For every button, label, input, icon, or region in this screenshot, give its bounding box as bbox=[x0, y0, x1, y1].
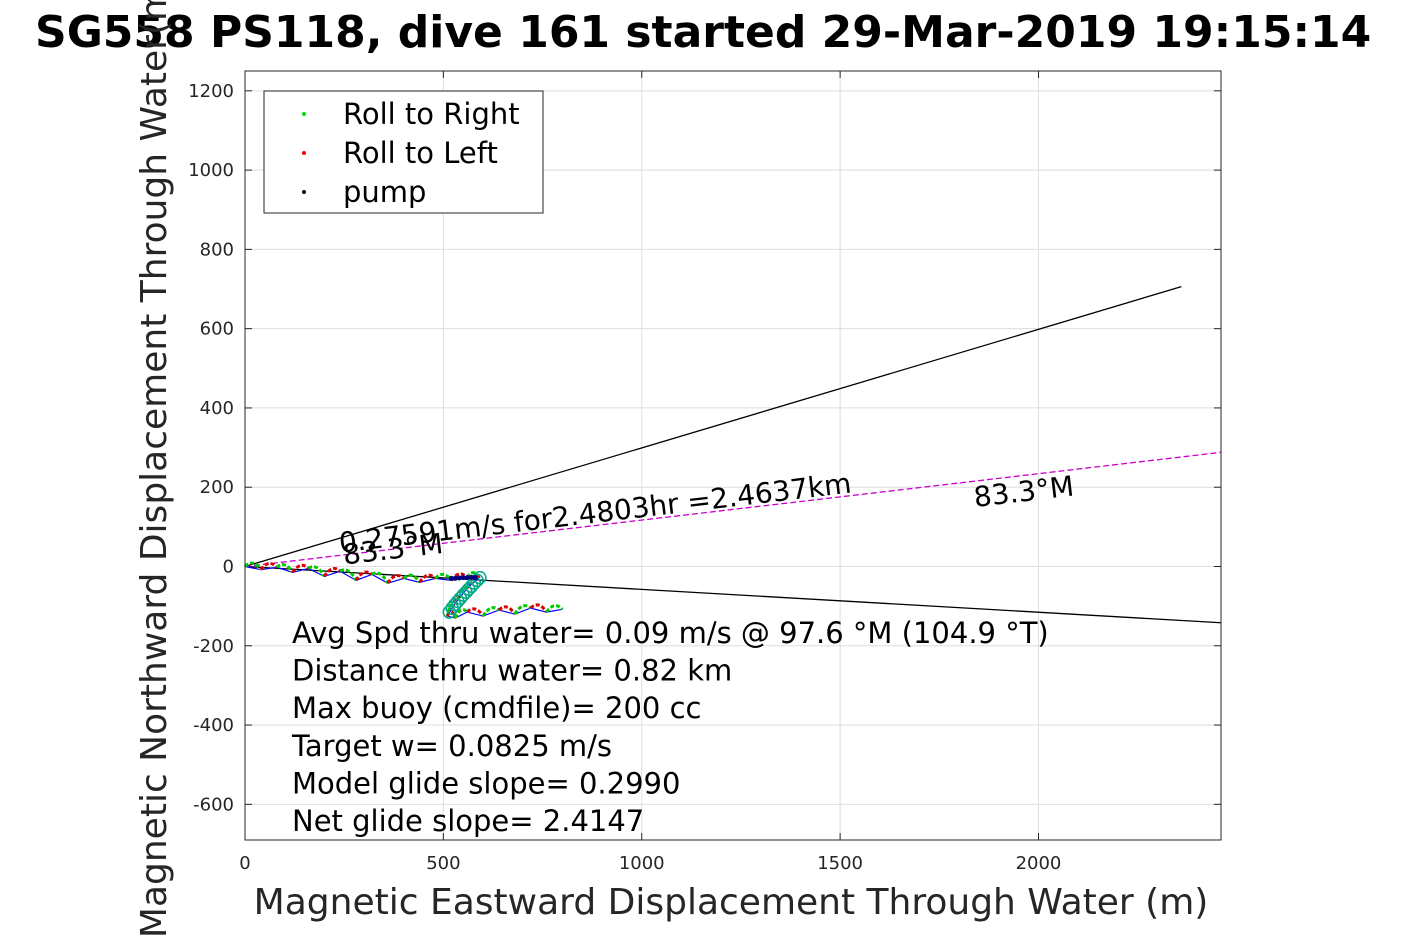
x-tick-label: 1000 bbox=[619, 853, 665, 874]
y-tick-label: -600 bbox=[193, 794, 234, 815]
pump-point bbox=[448, 575, 454, 581]
y-tick-label: 1200 bbox=[188, 81, 234, 102]
roll-marker-segment bbox=[339, 568, 358, 582]
x-axis-label: Magnetic Eastward Displacement Through W… bbox=[254, 882, 1209, 923]
roll-marker-segment bbox=[243, 561, 263, 571]
roll-marker-segment bbox=[445, 610, 457, 619]
y-tick-label: 0 bbox=[223, 556, 234, 577]
pump-point bbox=[464, 575, 470, 581]
legend-marker bbox=[302, 112, 306, 116]
legend-entries: Roll to Right Roll to Left pump bbox=[302, 97, 520, 209]
legend-box bbox=[263, 90, 544, 214]
roll-marker-segment bbox=[386, 573, 405, 584]
legend-label: Roll to Left bbox=[343, 136, 498, 170]
plot-frame bbox=[244, 70, 1222, 841]
stats-line: Net glide slope= 2.4147 bbox=[292, 804, 644, 838]
roll-marker-segment bbox=[513, 604, 532, 615]
roll-marker-segment bbox=[371, 571, 390, 584]
current-bound-upper-line bbox=[244, 286, 1182, 568]
roll-marker-segment bbox=[529, 603, 548, 613]
stats-line: Max buoy (cmdfile)= 200 cc bbox=[292, 691, 701, 725]
x-tick-label: 2000 bbox=[1016, 853, 1062, 874]
legend-marker bbox=[302, 190, 306, 194]
x-tick-label: 1500 bbox=[817, 853, 863, 874]
x-tick-label: 500 bbox=[426, 853, 460, 874]
chart-title: SG558 PS118, dive 161 started 29-Mar-201… bbox=[35, 7, 1371, 58]
roll-marker-segment bbox=[434, 572, 453, 582]
pump-point bbox=[472, 575, 478, 581]
roll-marker-segment bbox=[307, 565, 326, 578]
y-tick-label: 600 bbox=[200, 319, 234, 340]
stats-line: Avg Spd thru water= 0.09 m/s @ 97.6 °M (… bbox=[292, 616, 1049, 650]
roll-marker-segment bbox=[497, 605, 517, 615]
legend-label: pump bbox=[343, 175, 426, 209]
x-tick-label: 0 bbox=[239, 853, 250, 874]
roll-marker-segment bbox=[466, 607, 485, 617]
x-ticks: 0 500 1000 1500 2000 bbox=[239, 71, 1061, 874]
pump-point bbox=[456, 575, 462, 581]
roll-marker-segment bbox=[323, 567, 342, 578]
circle-marker bbox=[470, 573, 484, 588]
track bbox=[243, 561, 564, 619]
reference-lines bbox=[244, 286, 1222, 624]
roll-marker-segment bbox=[402, 573, 421, 584]
roll-marker-segment bbox=[418, 573, 437, 584]
y-tick-label: 200 bbox=[200, 477, 234, 498]
roll-marker-segment bbox=[451, 594, 461, 607]
current-bound-lower-line bbox=[244, 565, 1222, 624]
current-heading-line bbox=[244, 451, 1222, 568]
roll-marker-segment bbox=[481, 606, 500, 617]
roll-marker-segment bbox=[354, 570, 373, 582]
y-tick-label: 1000 bbox=[188, 160, 234, 181]
roll-marker-segment bbox=[291, 563, 310, 574]
y-axis-label: Magnetic Northward Displacement Through … bbox=[134, 0, 175, 938]
pump-point bbox=[468, 574, 474, 580]
roll-marker-segment bbox=[545, 604, 564, 613]
stats-line: Model glide slope= 0.2990 bbox=[292, 766, 680, 800]
roll-marker-segment bbox=[259, 561, 278, 571]
y-tick-label: -400 bbox=[193, 715, 234, 736]
legend-marker bbox=[302, 151, 306, 155]
y-tick-label: 800 bbox=[200, 239, 234, 260]
legend-label: Roll to Right bbox=[343, 97, 520, 131]
pump-point bbox=[452, 575, 458, 581]
stats-line: Target w= 0.0825 m/s bbox=[291, 729, 612, 763]
y-tick-label: 400 bbox=[200, 398, 234, 419]
y-ticks: -600 -400 -200 0 200 400 600 800 1000 1200 bbox=[188, 81, 1221, 815]
roll-marker-segment bbox=[453, 608, 469, 619]
stats-block: Avg Spd thru water= 0.09 m/s @ 97.6 °M (… bbox=[291, 616, 1049, 838]
y-tick-label: -200 bbox=[193, 636, 234, 657]
stats-line: Distance thru water= 0.82 km bbox=[292, 654, 732, 688]
roll-marker-segment bbox=[275, 563, 294, 574]
pump-point bbox=[460, 575, 466, 581]
legend: Roll to Right Roll to Left pump bbox=[263, 90, 544, 214]
